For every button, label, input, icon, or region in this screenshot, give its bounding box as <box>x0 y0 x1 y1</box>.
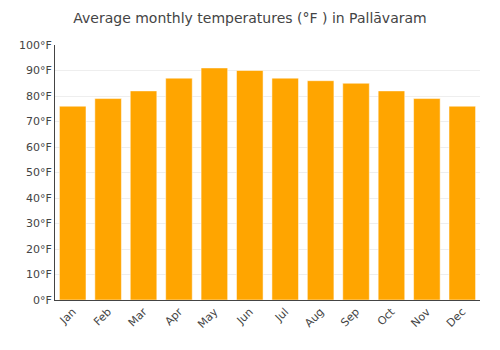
svg-text:Feb: Feb <box>91 306 114 329</box>
svg-text:Average monthly temperatures (: Average monthly temperatures (°F ) in Pa… <box>73 10 426 26</box>
svg-text:60°F: 60°F <box>26 141 52 154</box>
svg-text:Jul: Jul <box>272 306 291 325</box>
svg-text:90°F: 90°F <box>26 64 52 77</box>
svg-text:80°F: 80°F <box>26 90 52 103</box>
svg-text:Jun: Jun <box>234 305 256 327</box>
svg-text:20°F: 20°F <box>26 243 52 256</box>
svg-text:Apr: Apr <box>162 305 185 328</box>
svg-text:Mar: Mar <box>126 305 150 329</box>
svg-text:0°F: 0°F <box>33 294 52 307</box>
svg-text:30°F: 30°F <box>26 217 52 230</box>
svg-text:Sep: Sep <box>338 306 362 330</box>
svg-text:100°F: 100°F <box>19 39 52 52</box>
svg-text:Oct: Oct <box>375 305 398 328</box>
svg-text:Nov: Nov <box>409 305 434 330</box>
svg-text:10°F: 10°F <box>26 268 52 281</box>
svg-text:May: May <box>195 305 221 331</box>
svg-text:50°F: 50°F <box>26 166 52 179</box>
svg-text:40°F: 40°F <box>26 192 52 205</box>
svg-text:Jan: Jan <box>57 306 79 328</box>
svg-text:70°F: 70°F <box>26 115 52 128</box>
svg-text:Dec: Dec <box>444 306 468 330</box>
svg-text:Aug: Aug <box>302 306 326 330</box>
